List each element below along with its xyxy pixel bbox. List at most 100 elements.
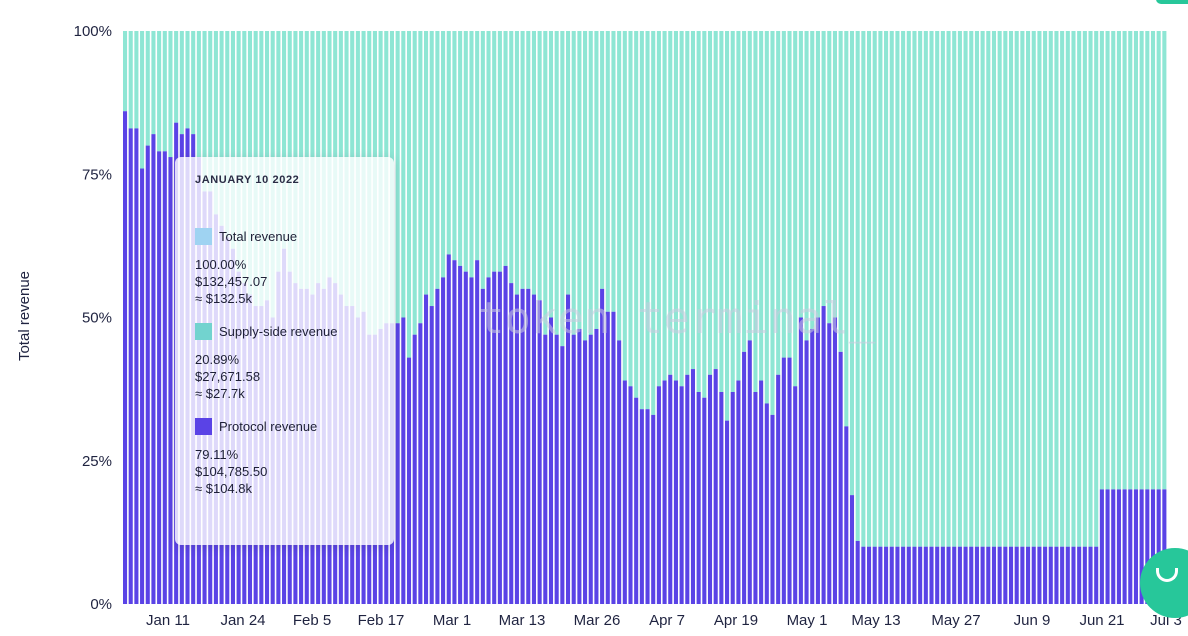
bar-protocol-revenue[interactable]: [1060, 546, 1065, 604]
bar-supply-side-revenue[interactable]: [554, 31, 559, 335]
bar-supply-side-revenue[interactable]: [1014, 31, 1019, 547]
bar-supply-side-revenue[interactable]: [469, 31, 474, 278]
bar-supply-side-revenue[interactable]: [1020, 31, 1025, 547]
bar-protocol-revenue[interactable]: [497, 271, 502, 604]
bar-supply-side-revenue[interactable]: [1145, 31, 1150, 490]
bar-supply-side-revenue[interactable]: [1026, 31, 1031, 547]
bar-protocol-revenue[interactable]: [952, 546, 957, 604]
bar-supply-side-revenue[interactable]: [759, 31, 764, 381]
bar-protocol-revenue[interactable]: [406, 357, 412, 604]
bar-supply-side-revenue[interactable]: [673, 31, 678, 381]
bar-supply-side-revenue[interactable]: [906, 31, 911, 547]
bar-supply-side-revenue[interactable]: [1122, 31, 1127, 490]
bar-supply-side-revenue[interactable]: [548, 31, 554, 318]
bar-protocol-revenue[interactable]: [1156, 489, 1161, 604]
bar-supply-side-revenue[interactable]: [179, 31, 184, 135]
bar-supply-side-revenue[interactable]: [463, 31, 468, 272]
bar-protocol-revenue[interactable]: [912, 546, 917, 604]
bar-protocol-revenue[interactable]: [781, 357, 786, 604]
bar-protocol-revenue[interactable]: [974, 546, 979, 604]
bar-supply-side-revenue[interactable]: [849, 31, 855, 496]
bar-protocol-revenue[interactable]: [696, 391, 701, 604]
bar-protocol-revenue[interactable]: [565, 294, 571, 604]
bar-supply-side-revenue[interactable]: [1003, 31, 1008, 547]
bar-supply-side-revenue[interactable]: [935, 31, 940, 547]
bar-supply-side-revenue[interactable]: [1111, 31, 1116, 490]
bar-supply-side-revenue[interactable]: [747, 31, 752, 341]
bar-protocol-revenue[interactable]: [923, 546, 928, 604]
bar-protocol-revenue[interactable]: [895, 546, 900, 604]
bar-supply-side-revenue[interactable]: [492, 31, 497, 272]
bar-protocol-revenue[interactable]: [509, 283, 514, 604]
bar-supply-side-revenue[interactable]: [219, 31, 224, 226]
bar-protocol-revenue[interactable]: [776, 374, 781, 604]
bar-protocol-revenue[interactable]: [940, 546, 945, 604]
top-badge[interactable]: [1156, 0, 1188, 4]
bar-supply-side-revenue[interactable]: [594, 31, 599, 329]
bar-protocol-revenue[interactable]: [628, 386, 633, 604]
bar-protocol-revenue[interactable]: [537, 300, 542, 604]
bar-supply-side-revenue[interactable]: [123, 31, 128, 112]
bar-supply-side-revenue[interactable]: [940, 31, 945, 547]
bar-protocol-revenue[interactable]: [827, 323, 832, 604]
bar-supply-side-revenue[interactable]: [781, 31, 786, 358]
bar-supply-side-revenue[interactable]: [1077, 31, 1082, 547]
bar-protocol-revenue[interactable]: [872, 546, 877, 604]
bar-supply-side-revenue[interactable]: [855, 31, 860, 541]
bar-supply-side-revenue[interactable]: [679, 31, 684, 387]
bar-supply-side-revenue[interactable]: [537, 31, 542, 301]
bar-supply-side-revenue[interactable]: [1094, 31, 1099, 547]
bar-protocol-revenue[interactable]: [901, 546, 906, 604]
bar-supply-side-revenue[interactable]: [128, 31, 133, 129]
bar-protocol-revenue[interactable]: [810, 328, 815, 604]
bar-supply-side-revenue[interactable]: [145, 31, 150, 146]
bar-supply-side-revenue[interactable]: [1071, 31, 1076, 547]
bar-supply-side-revenue[interactable]: [1060, 31, 1065, 547]
bar-protocol-revenue[interactable]: [151, 134, 156, 604]
bar-protocol-revenue[interactable]: [690, 369, 696, 604]
bar-supply-side-revenue[interactable]: [418, 31, 423, 324]
bar-supply-side-revenue[interactable]: [441, 31, 446, 278]
bar-supply-side-revenue[interactable]: [435, 31, 440, 289]
bar-protocol-revenue[interactable]: [634, 397, 639, 604]
bar-protocol-revenue[interactable]: [1020, 546, 1025, 604]
bar-supply-side-revenue[interactable]: [770, 31, 775, 415]
bar-protocol-revenue[interactable]: [713, 369, 718, 604]
bar-protocol-revenue[interactable]: [787, 357, 792, 604]
bar-supply-side-revenue[interactable]: [475, 31, 480, 261]
bar-supply-side-revenue[interactable]: [622, 31, 627, 381]
bar-supply-side-revenue[interactable]: [685, 31, 690, 375]
bar-protocol-revenue[interactable]: [600, 288, 605, 604]
bar-supply-side-revenue[interactable]: [969, 31, 974, 547]
bar-supply-side-revenue[interactable]: [952, 31, 957, 547]
bar-protocol-revenue[interactable]: [1105, 489, 1110, 604]
bar-protocol-revenue[interactable]: [1071, 546, 1076, 604]
bar-supply-side-revenue[interactable]: [645, 31, 650, 410]
bar-supply-side-revenue[interactable]: [810, 31, 815, 329]
bar-protocol-revenue[interactable]: [605, 311, 610, 604]
bar-protocol-revenue[interactable]: [458, 265, 463, 604]
bar-protocol-revenue[interactable]: [1150, 489, 1156, 604]
bar-protocol-revenue[interactable]: [656, 386, 661, 604]
bar-protocol-revenue[interactable]: [957, 546, 962, 604]
bar-protocol-revenue[interactable]: [1145, 489, 1150, 604]
bar-supply-side-revenue[interactable]: [571, 31, 576, 335]
bar-supply-side-revenue[interactable]: [1088, 31, 1093, 547]
bar-protocol-revenue[interactable]: [1077, 546, 1082, 604]
bar-supply-side-revenue[interactable]: [560, 31, 565, 347]
bar-protocol-revenue[interactable]: [1037, 546, 1042, 604]
bar-supply-side-revenue[interactable]: [588, 31, 593, 335]
bar-protocol-revenue[interactable]: [1088, 546, 1093, 604]
bar-supply-side-revenue[interactable]: [827, 31, 832, 324]
bar-protocol-revenue[interactable]: [123, 111, 128, 604]
bar-protocol-revenue[interactable]: [583, 340, 588, 604]
bar-protocol-revenue[interactable]: [838, 351, 843, 604]
bar-protocol-revenue[interactable]: [884, 546, 889, 604]
bar-supply-side-revenue[interactable]: [1031, 31, 1036, 547]
bar-supply-side-revenue[interactable]: [651, 31, 656, 415]
bar-supply-side-revenue[interactable]: [276, 31, 281, 272]
bar-protocol-revenue[interactable]: [651, 414, 656, 604]
bar-supply-side-revenue[interactable]: [509, 31, 514, 284]
bar-supply-side-revenue[interactable]: [503, 31, 508, 266]
bar-supply-side-revenue[interactable]: [776, 31, 781, 375]
